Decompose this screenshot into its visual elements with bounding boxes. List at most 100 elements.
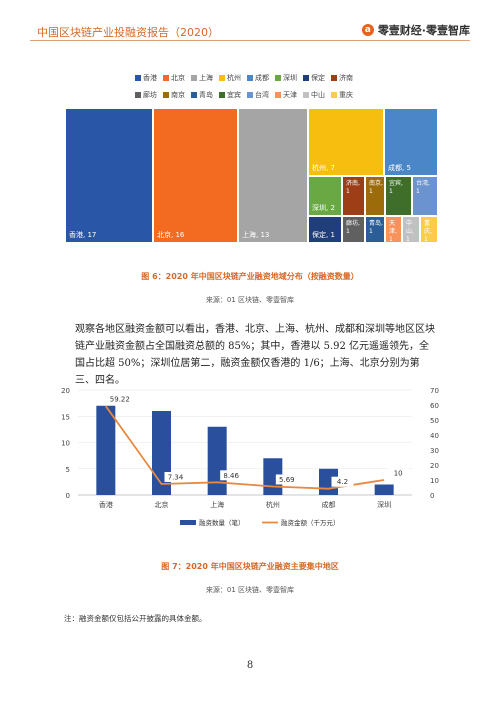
legend-swatch [191, 92, 197, 98]
y-right-tick-label: 40 [430, 432, 439, 440]
legend-label: 重庆 [339, 91, 353, 99]
treemap-cell-label: 廊坊, 1 [346, 220, 360, 235]
x-tick-label: 成都 [322, 500, 336, 509]
legend-swatch [247, 92, 253, 98]
legend-label: 融资金额（千万元） [281, 518, 340, 527]
body-paragraph: 观察各地区融资金额可以看出，香港、北京、上海、杭州、成都和深圳等地区区块链产业融… [75, 324, 435, 386]
legend-swatch [135, 92, 141, 98]
treemap-cell: 北京, 16 [153, 108, 238, 243]
legend-swatch [180, 520, 196, 525]
legend-swatch [275, 92, 281, 98]
data-label: 4.2 [337, 478, 348, 486]
legend-label: 宜宾 [227, 91, 241, 99]
legend-label: 台湾 [255, 91, 269, 99]
legend-label: 保定 [311, 74, 325, 82]
bar [96, 405, 116, 495]
legend-item: 香港 [135, 73, 157, 83]
legend-swatch [275, 75, 281, 81]
treemap-cell-label: 北京, 16 [157, 231, 185, 239]
legend-label: 青岛 [199, 91, 213, 99]
report-title: 中国区块链产业投融资报告（2020） [37, 26, 219, 39]
treemap-cell-label: 宜宾, 1 [389, 180, 403, 195]
treemap-cell-label: 青岛, 1 [369, 220, 383, 235]
treemap-cell: 台湾, 1 [412, 176, 438, 216]
legend-item: 杭州 [219, 73, 241, 83]
treemap-cell: 保定, 1 [308, 216, 342, 243]
treemap-chart: 香港, 17 北京, 16 上海, 13 杭州, 7 成都, 5 深圳, 2 保定, 1 济南… [65, 108, 438, 243]
treemap-cell: 上海, 13 [238, 108, 308, 243]
brand-logo-icon: a [361, 24, 374, 36]
figure-7-source: 来源：01 区块链、零壹智库 [205, 586, 295, 594]
treemap-cell-label: 重庆, 1 [424, 220, 432, 243]
brand: a 零壹财经·零壹智库 [361, 22, 470, 38]
y-right-tick-label: 60 [430, 402, 439, 410]
legend-swatch [303, 75, 309, 81]
treemap-cell: 深圳, 2 [308, 176, 342, 216]
y-right-tick-label: 10 [430, 477, 439, 485]
treemap-cell-label: 南京, 1 [369, 180, 383, 195]
treemap-cell: 成都, 5 [384, 108, 438, 176]
y-left-tick-label: 0 [66, 492, 70, 500]
legend-item: 北京 [163, 73, 185, 83]
treemap-cell-label: 深圳, 2 [312, 204, 335, 212]
figure-6-source: 来源：01 区块链、零壹智库 [205, 296, 295, 304]
treemap-cell: 杭州, 7 [308, 108, 384, 176]
legend-label: 廊坊 [143, 91, 157, 99]
legend-item: 成都 [247, 73, 269, 83]
y-left-tick-label: 20 [61, 387, 70, 395]
figure-6-caption: 图 6：2020 年中国区块链产业融资地域分布（按融资数量） [141, 272, 359, 281]
x-tick-label: 上海 [210, 500, 224, 509]
treemap-cell-label: 保定, 1 [312, 231, 335, 239]
treemap-cell: 香港, 17 [65, 108, 153, 243]
data-label: 59.22 [110, 396, 130, 404]
data-label: 7.34 [168, 473, 184, 481]
data-label: 8.46 [223, 472, 239, 480]
treemap-cell: 青岛, 1 [365, 216, 385, 243]
data-label-box [387, 468, 410, 478]
legend-item: 南京 [163, 90, 185, 100]
legend-label: 北京 [171, 74, 185, 82]
legend-label: 融资数量（笔） [199, 518, 245, 527]
y-right-tick-label: 20 [430, 462, 439, 470]
treemap-cell-label: 杭州, 7 [312, 164, 335, 172]
data-label: 5.69 [279, 476, 295, 484]
y-right-tick-label: 30 [430, 447, 439, 455]
bar [374, 484, 394, 495]
y-left-tick-label: 5 [66, 466, 70, 474]
data-label-box [275, 474, 298, 485]
treemap-cell-label: 济南, 1 [346, 180, 360, 195]
legend-row: 香港 北京 上海 杭州 成都 深圳 保定 济南 [135, 73, 385, 83]
legend-swatch [163, 75, 169, 81]
legend-item: 廊坊 [135, 90, 157, 100]
legend-item: 重庆 [331, 90, 353, 100]
treemap-cell: 中山, 1 [402, 216, 420, 243]
y-right-tick-label: 50 [430, 417, 439, 425]
combo-chart: 0 5 10 15 20 0 10 20 30 40 50 60 70 香港 北京 上海 杭州 成都 深圳 59.22… [61, 387, 439, 527]
legend-swatch [331, 92, 337, 98]
legend-label: 成都 [255, 74, 269, 82]
legend-row: 廊坊 南京 青岛 宜宾 台湾 天津 中山 重庆 [135, 90, 385, 100]
legend-label: 杭州 [227, 74, 241, 82]
treemap-cell: 重庆, 1 [420, 216, 438, 243]
footnote: 注：融资金额仅包括公开披露的具体金额。 [64, 614, 207, 623]
figure-7-caption: 图 7：2020 年中国区块链产业融资主要集中地区 [161, 562, 339, 571]
treemap-cell: 济南, 1 [342, 176, 365, 216]
x-tick-label: 北京 [155, 500, 169, 509]
data-label-box [220, 470, 243, 481]
treemap-cell-label: 中山, 1 [406, 220, 414, 243]
legend-swatch [331, 75, 337, 81]
legend-item: 宜宾 [219, 90, 241, 100]
x-tick-label: 香港 [99, 500, 113, 509]
legend-label: 南京 [171, 91, 185, 99]
legend-label: 天津 [283, 91, 297, 99]
page-number: 8 [246, 660, 254, 671]
brand-name: 零壹财经·零壹智库 [377, 24, 470, 37]
treemap-cell: 廊坊, 1 [342, 216, 365, 243]
x-tick-label: 杭州 [266, 500, 280, 509]
legend-swatch [247, 75, 253, 81]
legend-swatch [219, 92, 225, 98]
header-divider [30, 40, 470, 41]
legend-swatch [303, 92, 309, 98]
data-label-box [108, 394, 131, 405]
treemap-cell: 天津, 1 [385, 216, 402, 243]
